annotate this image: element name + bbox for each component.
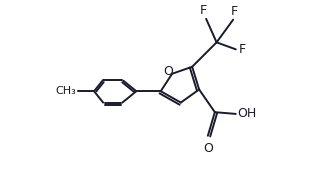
Text: O: O bbox=[203, 142, 213, 155]
Text: CH₃: CH₃ bbox=[56, 86, 77, 96]
Text: OH: OH bbox=[237, 107, 257, 120]
Text: F: F bbox=[231, 5, 238, 18]
Text: O: O bbox=[163, 65, 173, 78]
Text: F: F bbox=[199, 4, 207, 17]
Text: F: F bbox=[239, 43, 246, 56]
